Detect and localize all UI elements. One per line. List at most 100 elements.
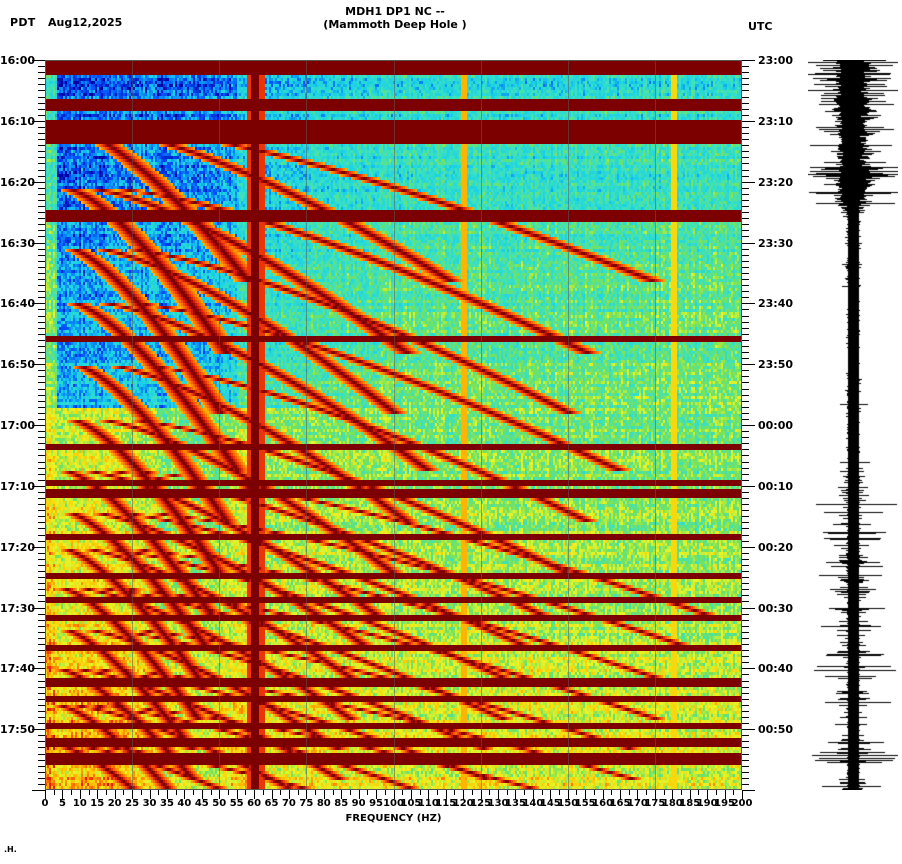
right-time-label: 23:00 xyxy=(758,54,794,67)
right-axis-minor-tick xyxy=(742,674,749,675)
right-axis-minor-tick xyxy=(742,419,749,420)
x-tick-label: 30 xyxy=(142,798,157,809)
left-axis-minor-tick xyxy=(38,255,45,256)
right-axis-minor-tick xyxy=(742,754,749,755)
x-tick-label: 120 xyxy=(452,798,474,809)
left-axis-minor-tick xyxy=(38,151,45,152)
left-axis-minor-tick xyxy=(38,717,45,718)
x-tick-label: 125 xyxy=(470,798,492,809)
right-time-label: 00:40 xyxy=(758,662,794,676)
left-axis-minor-tick xyxy=(38,595,45,596)
right-axis-minor-tick xyxy=(742,541,749,542)
right-axis-minor-tick xyxy=(742,437,749,438)
left-axis-minor-tick xyxy=(38,334,45,335)
right-axis-minor-tick xyxy=(742,255,749,256)
right-axis-minor-tick xyxy=(742,72,749,73)
x-axis-major-tick xyxy=(184,790,185,799)
left-axis-minor-tick xyxy=(38,413,45,414)
right-axis-minor-tick xyxy=(742,626,749,627)
x-axis-major-tick xyxy=(80,790,81,799)
right-axis-minor-tick xyxy=(742,760,749,761)
left-axis-minor-tick xyxy=(38,455,45,456)
right-axis-minor-tick xyxy=(742,705,749,706)
x-tick-label: 170 xyxy=(627,798,648,809)
x-axis-minor-tick xyxy=(333,790,334,795)
left-axis-minor-tick xyxy=(38,480,45,481)
x-axis-major-tick xyxy=(411,790,412,799)
left-axis-minor-tick xyxy=(38,97,45,98)
spectrogram-plot[interactable] xyxy=(45,60,742,790)
left-axis-minor-tick xyxy=(38,614,45,615)
x-axis-minor-tick xyxy=(71,790,72,795)
left-axis-minor-tick xyxy=(38,656,45,657)
left-axis-minor-tick xyxy=(38,674,45,675)
x-axis-major-tick xyxy=(45,790,46,799)
x-tick-label: 10 xyxy=(72,798,87,809)
left-axis-minor-tick xyxy=(38,784,45,785)
left-axis-minor-tick xyxy=(38,236,45,237)
x-axis-major-tick xyxy=(725,790,726,799)
right-time-label: 00:30 xyxy=(758,601,794,615)
left-axis-minor-tick xyxy=(38,285,45,286)
x-tick-label: 25 xyxy=(125,798,140,809)
left-axis-minor-tick xyxy=(38,662,45,663)
x-axis-major-tick xyxy=(272,790,273,799)
right-axis-minor-tick xyxy=(742,741,749,742)
left-axis-minor-tick xyxy=(38,516,45,517)
x-tick-label: 100 xyxy=(383,798,404,809)
right-axis-minor-tick xyxy=(742,620,749,621)
left-axis-major-tick xyxy=(32,243,45,244)
x-axis-minor-tick xyxy=(524,790,525,795)
left-time-label: 16:40 xyxy=(0,297,36,311)
right-axis-minor-tick xyxy=(742,78,749,79)
left-axis-minor-tick xyxy=(38,632,45,633)
left-axis-minor-tick xyxy=(38,352,45,353)
right-time-label: 23:40 xyxy=(758,297,794,311)
right-axis-minor-tick xyxy=(742,601,749,602)
right-axis-minor-tick xyxy=(742,291,749,292)
left-axis-minor-tick xyxy=(38,565,45,566)
right-axis-minor-tick xyxy=(742,145,749,146)
right-axis-minor-tick xyxy=(742,103,749,104)
x-axis-minor-tick xyxy=(385,790,386,795)
x-axis-minor-tick xyxy=(280,790,281,795)
x-axis-major-tick xyxy=(498,790,499,799)
right-axis-minor-tick xyxy=(742,455,749,456)
x-tick-label: 95 xyxy=(369,798,384,809)
right-axis-minor-tick xyxy=(742,723,749,724)
right-axis-minor-tick xyxy=(742,577,749,578)
left-axis-minor-tick xyxy=(38,66,45,67)
left-axis-minor-tick xyxy=(38,468,45,469)
right-axis-minor-tick xyxy=(742,468,749,469)
x-axis-major-tick xyxy=(620,790,621,799)
right-axis-minor-tick xyxy=(742,498,749,499)
right-axis-minor-tick xyxy=(742,644,749,645)
x-axis-major-tick xyxy=(603,790,604,799)
right-axis-minor-tick xyxy=(742,449,749,450)
right-axis-minor-tick xyxy=(742,595,749,596)
x-axis-minor-tick xyxy=(629,790,630,795)
right-time-label: 00:10 xyxy=(758,479,794,493)
left-axis-minor-tick xyxy=(38,705,45,706)
right-axis-minor-tick xyxy=(742,614,749,615)
right-axis-minor-tick xyxy=(742,115,749,116)
left-axis-major-tick xyxy=(32,486,45,487)
left-axis-major-tick xyxy=(32,547,45,548)
left-axis-minor-tick xyxy=(38,650,45,651)
x-tick-label: 50 xyxy=(212,798,227,809)
right-axis-minor-tick xyxy=(742,200,749,201)
utc-timezone-label: UTC xyxy=(748,20,773,33)
x-axis-minor-tick xyxy=(193,790,194,795)
x-axis-minor-tick xyxy=(315,790,316,795)
left-axis-minor-tick xyxy=(38,693,45,694)
x-tick-label: 35 xyxy=(160,798,174,809)
waveform-canvas xyxy=(808,60,898,790)
x-axis-minor-tick xyxy=(350,790,351,795)
left-axis-minor-tick xyxy=(38,212,45,213)
right-axis-major-tick xyxy=(742,243,755,244)
x-axis-major-tick xyxy=(446,790,447,799)
right-axis-minor-tick xyxy=(742,413,749,414)
left-axis-minor-tick xyxy=(38,401,45,402)
right-axis-minor-tick xyxy=(742,188,749,189)
